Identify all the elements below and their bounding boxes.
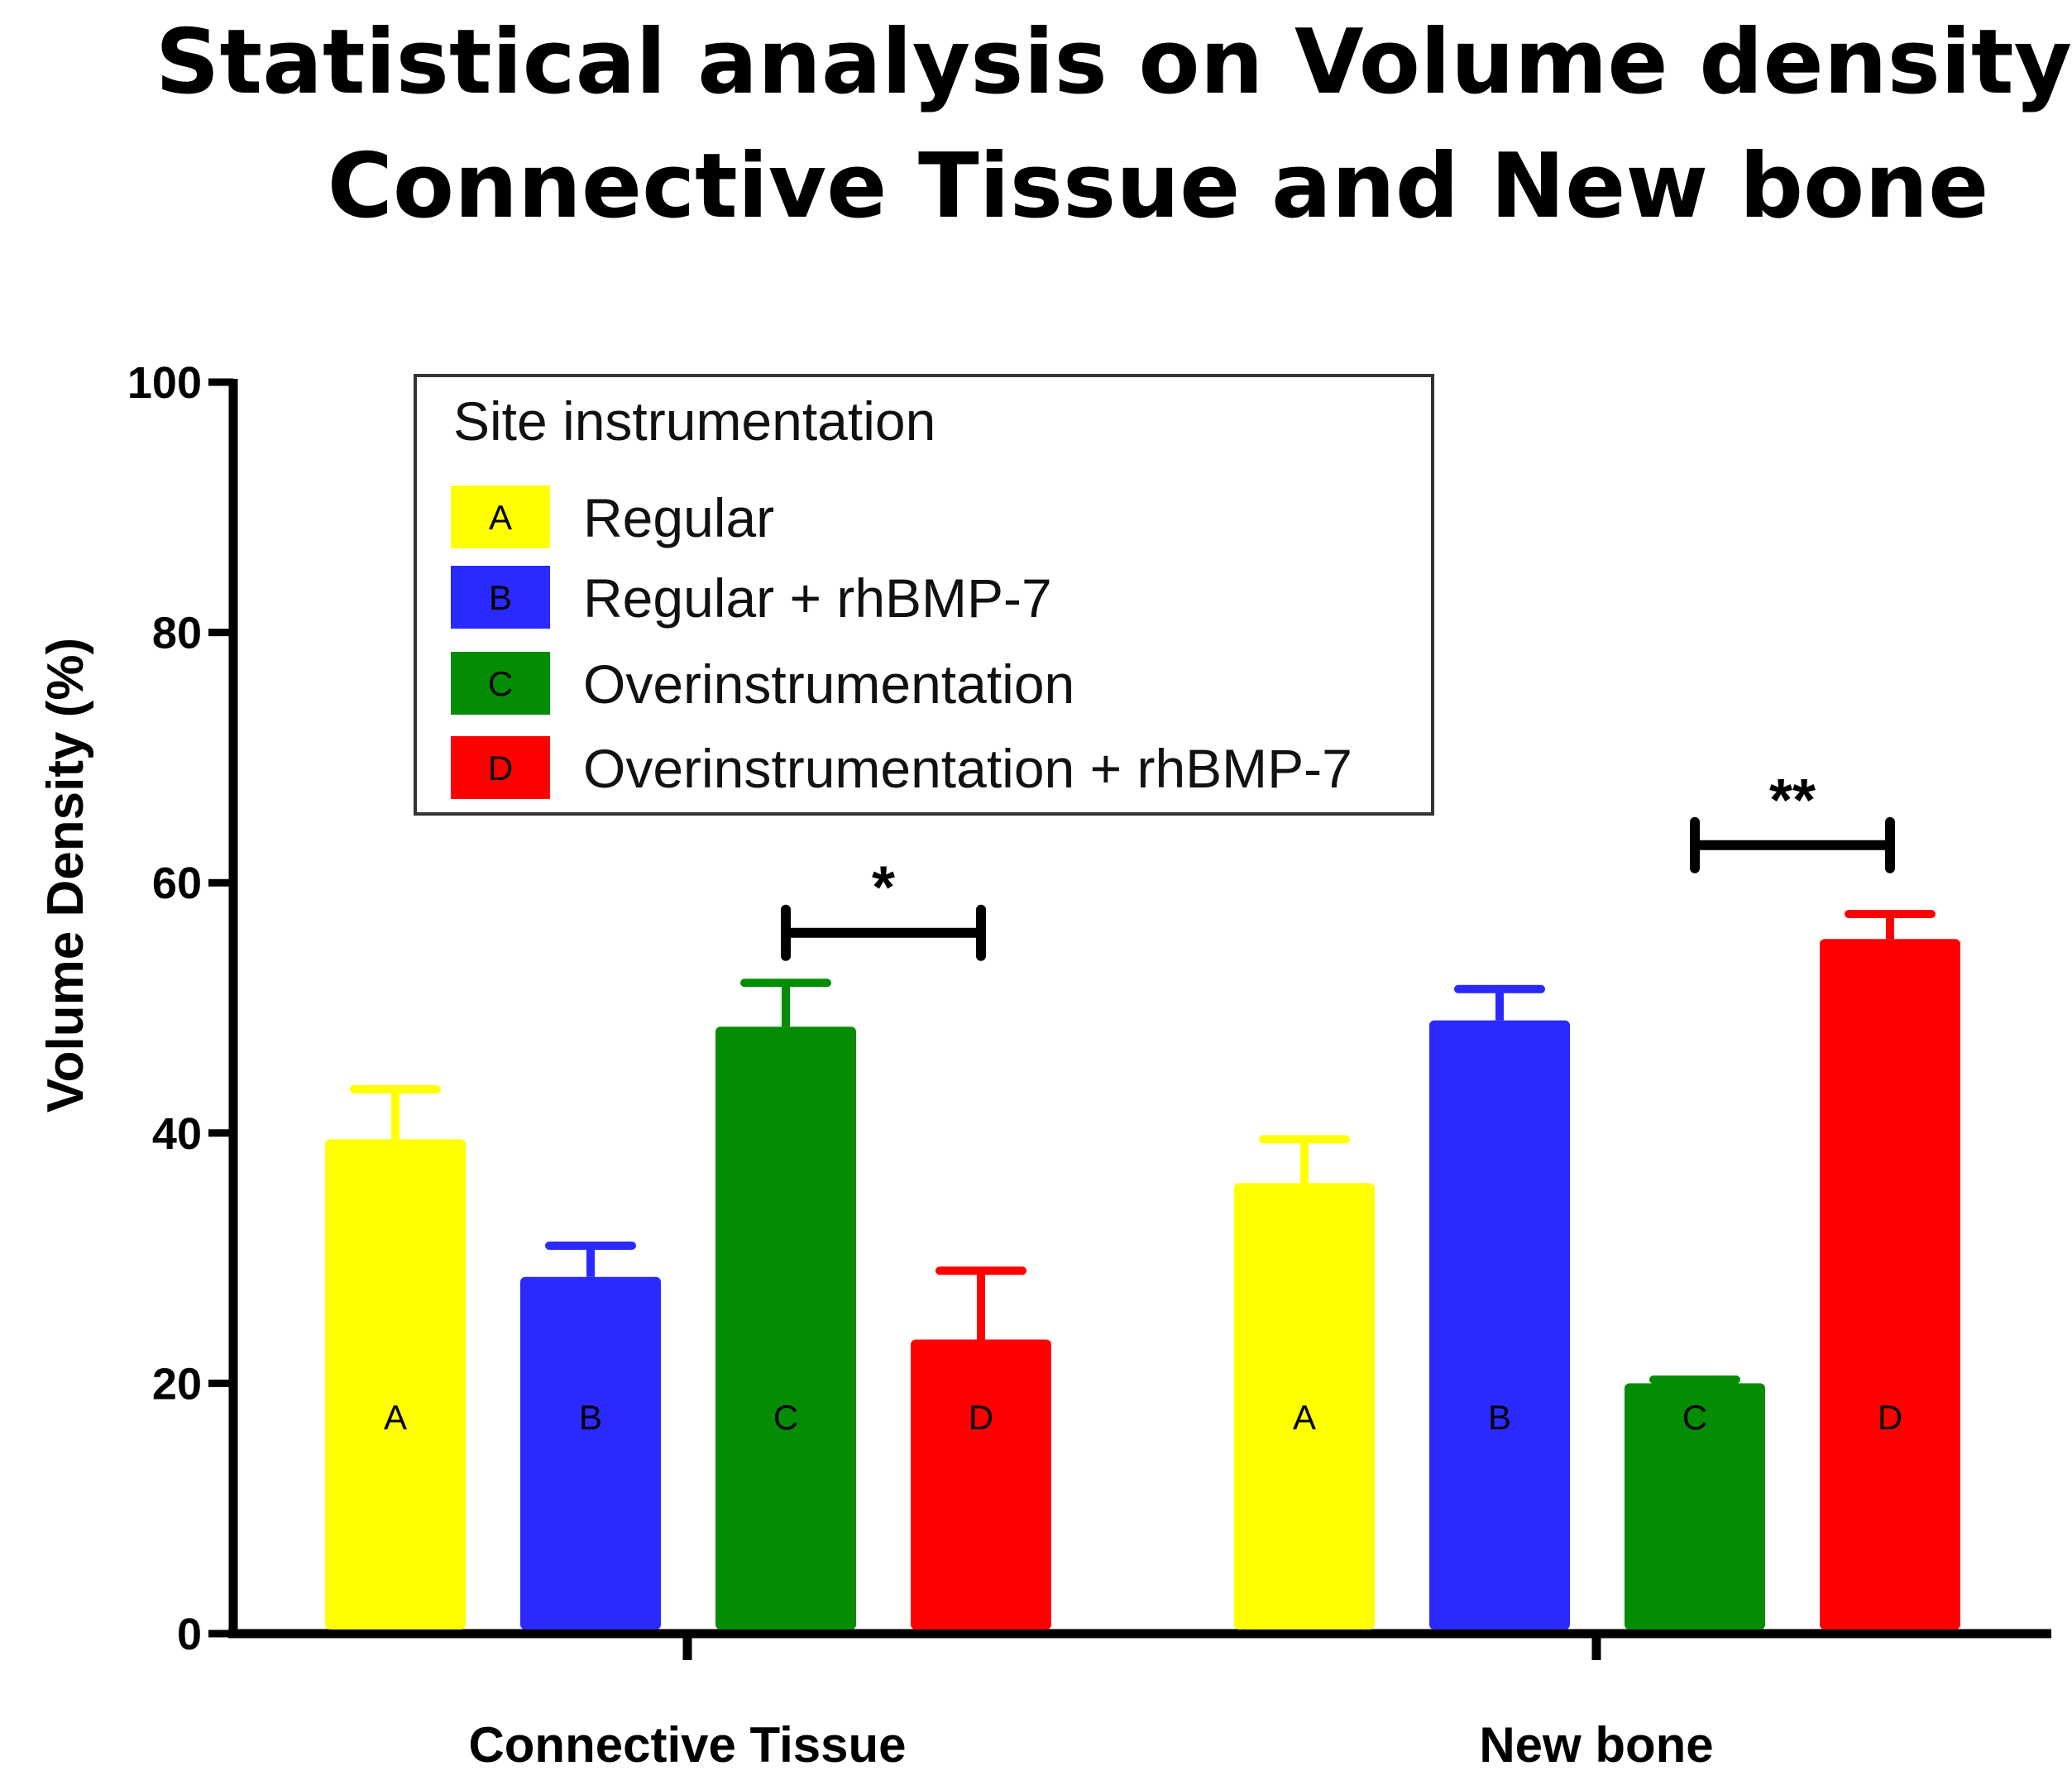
bar [715,1026,856,1629]
bar-label: A [384,1398,407,1437]
bar-label: A [1293,1398,1316,1437]
bar [911,1339,1051,1629]
bar-label: B [579,1398,602,1437]
legend: Site instrumentation A Regular B Regular + r… [414,374,1434,816]
legend-swatch [451,652,550,715]
bar-label: B [1488,1398,1511,1437]
legend-swatch [451,566,550,629]
bars: A AB BC CD D [325,910,1960,1629]
bar [1625,1383,1765,1629]
chart-title: Statistical analysis on Volume density x… [156,11,2072,238]
y-tick-label: 20 [152,1359,202,1409]
bar-label: C [1682,1398,1707,1437]
bar [325,1139,466,1629]
x-tick-label: Connective Tissue [468,1717,906,1773]
legend-swatch-letter: D [488,749,513,787]
legend-swatch [451,486,550,548]
y-axis-title: Volume Density (%) [37,638,94,1113]
chart-title-line-2: Connective Tissue and New bone [328,135,1989,238]
y-tick-label: 80 [152,609,202,658]
legend-swatch-letter: B [489,578,512,617]
legend-label: Regular + rhBMP-7 [583,567,1052,629]
y-tick-label: 100 [127,358,202,408]
bar [520,1276,661,1629]
y-tick-label: 0 [177,1610,202,1659]
bar [1234,1183,1375,1629]
bar-label: C [773,1398,798,1437]
bar-label: D [969,1398,993,1437]
bar-label: D [1878,1398,1902,1437]
y-tick-label: 40 [152,1109,202,1159]
legend-label: Overinstrumentation [583,653,1074,715]
legend-swatch [451,736,550,799]
legend-swatch-letter: C [488,664,513,703]
chart-title-line-1: Statistical analysis on Volume density x [156,11,2072,114]
bar [1820,939,1960,1629]
axes: 0 20 40 60 80 100 Connective Tissue New bone [127,358,2051,1773]
legend-label: Overinstrumentation + rhBMP-7 [583,738,1352,799]
y-tick-label: 60 [152,859,202,908]
x-tick-label: New bone [1479,1717,1713,1773]
legend-swatch-letter: A [489,498,512,537]
significance-label: * [872,855,895,921]
legend-title: Site instrumentation [453,390,936,452]
legend-box [414,374,1434,816]
bar [1429,1020,1570,1629]
legend-label: Regular [583,487,774,548]
significance-markers: *** [781,768,1895,961]
significance-label: ** [1769,768,1816,834]
